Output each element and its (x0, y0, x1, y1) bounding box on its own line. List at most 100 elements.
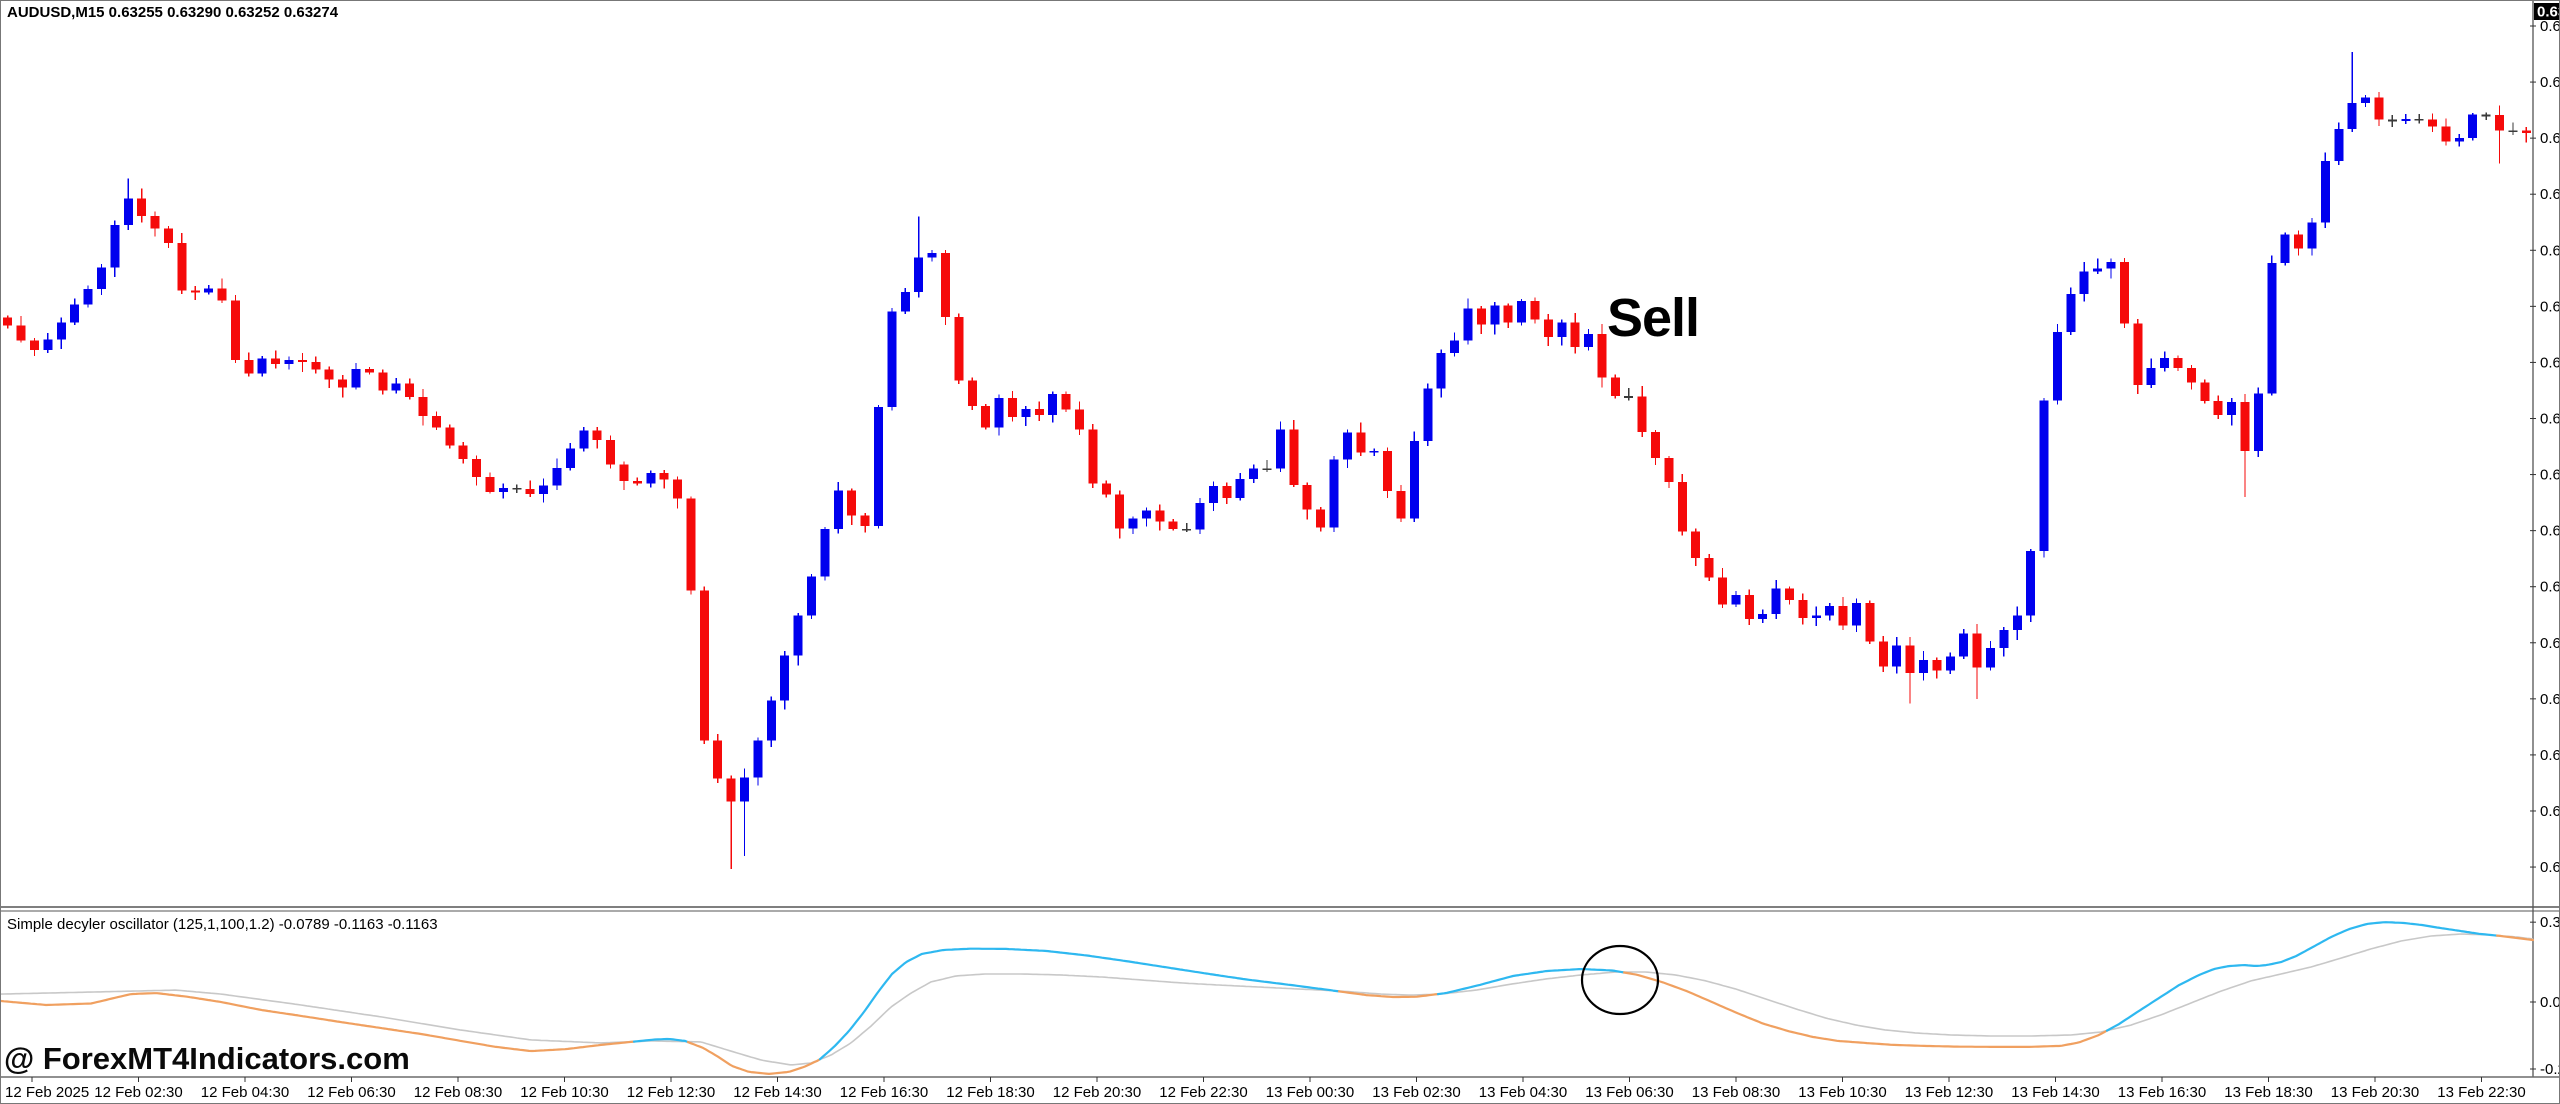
candle (1302, 482, 1312, 520)
candle (472, 455, 482, 486)
candle (2039, 397, 2049, 558)
price-axis-label: 0.62900 (2540, 354, 2560, 371)
candle (1651, 429, 1661, 466)
candle (70, 298, 80, 325)
time-axis-label: 12 Feb 14:30 (733, 1084, 821, 1101)
candle (1543, 313, 1553, 346)
candle (2240, 393, 2250, 497)
sell-annotation[interactable]: Sell (1607, 288, 1700, 348)
candle (753, 737, 763, 786)
price-axis-label: 0.62600 (2540, 635, 2560, 652)
candle (2280, 232, 2290, 266)
candle (56, 317, 66, 350)
candle (552, 458, 562, 490)
candle (740, 768, 750, 856)
candle (874, 405, 884, 529)
candle (431, 411, 441, 431)
candle (606, 435, 616, 469)
candle (673, 476, 683, 509)
time-axis-label: 12 Feb 04:30 (201, 1084, 289, 1101)
candle (284, 356, 294, 370)
candle (1972, 623, 1982, 699)
price-axis-label: 0.63020 (2540, 242, 2560, 259)
price-axis-label: 0.63140 (2540, 130, 2560, 147)
candle (1825, 602, 1835, 621)
candle (1222, 482, 1232, 504)
oscillator-main-line (2105, 921, 2499, 1032)
candle (2401, 114, 2411, 125)
candle (1262, 459, 1272, 472)
oscillator-main-line (1622, 971, 2109, 1049)
candles-layer (3, 52, 2531, 869)
candle (860, 512, 870, 533)
oscillator-main-line (2495, 934, 2535, 942)
candle (1905, 637, 1915, 704)
candle (1101, 480, 1111, 498)
candle (110, 220, 120, 277)
candle (525, 480, 535, 498)
candle (766, 696, 776, 747)
time-axis-label: 13 Feb 10:30 (1798, 1084, 1886, 1101)
candle (1369, 448, 1379, 456)
time-axis-label: 12 Feb 20:30 (1053, 1084, 1141, 1101)
candle (807, 574, 817, 619)
candle (646, 470, 656, 488)
candle (1436, 349, 1446, 398)
candle (96, 264, 106, 296)
candle (1061, 391, 1071, 413)
candle (163, 226, 173, 248)
candle (1557, 319, 1567, 346)
candle (1731, 590, 1741, 607)
candle (2428, 113, 2438, 132)
candle (2481, 112, 2491, 120)
circle-annotation[interactable] (1580, 944, 1660, 1016)
candle (2374, 92, 2384, 126)
time-axis-label: 12 Feb 02:30 (94, 1084, 182, 1101)
candle (230, 295, 240, 364)
candle (2133, 318, 2143, 395)
candle (793, 613, 803, 666)
candle (2026, 549, 2036, 623)
candle (833, 481, 843, 534)
candle (1329, 456, 1339, 533)
candle (914, 216, 924, 298)
candle (324, 366, 334, 389)
candle (1677, 474, 1687, 536)
candle (418, 388, 428, 426)
price-axis-label: 0.62420 (2540, 803, 2560, 820)
oscillator-main-line (632, 1037, 690, 1044)
candle (2079, 262, 2089, 302)
candle (1918, 651, 1928, 681)
oscillator-axis-label: 0.00 (2540, 994, 2560, 1011)
candle (2093, 258, 2103, 274)
candle (1235, 472, 1245, 501)
candle (1985, 641, 1995, 671)
candle (539, 478, 549, 503)
candle (29, 338, 39, 357)
candle (847, 488, 857, 526)
candle (686, 496, 696, 595)
candle (1383, 447, 1393, 498)
candle (1048, 391, 1058, 423)
time-axis-label: 13 Feb 06:30 (1585, 1084, 1673, 1101)
price-axis-label: 0.62960 (2540, 298, 2560, 315)
candle (1597, 323, 1607, 388)
candle (2508, 122, 2518, 136)
candle (445, 424, 455, 449)
candle (927, 249, 937, 262)
symbol-ohlc-readout: AUDUSD,M15 0.63255 0.63290 0.63252 0.632… (7, 4, 339, 21)
candle (619, 461, 629, 491)
time-axis-label: 13 Feb 14:30 (2011, 1084, 2099, 1101)
candle (994, 394, 1004, 436)
candle (887, 307, 897, 411)
candle (713, 734, 723, 784)
time-axis-label: 12 Feb 10:30 (520, 1084, 608, 1101)
candle (297, 352, 307, 372)
price-axis-label: 0.62660 (2540, 579, 2560, 596)
candle (498, 483, 508, 499)
candle (1798, 593, 1808, 625)
candle (1115, 490, 1125, 539)
candle (659, 470, 669, 489)
